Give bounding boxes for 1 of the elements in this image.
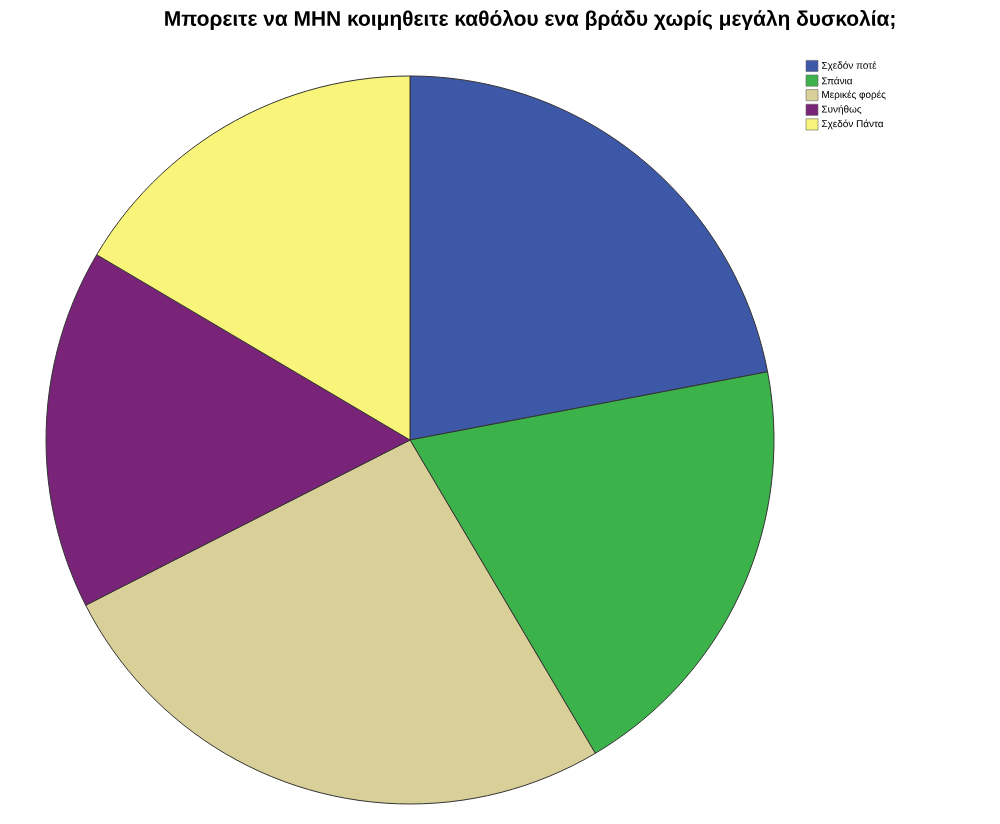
chart-title: Μπορειτε να ΜΗΝ κοιμηθειτε καθόλου ενα βράδυ χωρίς μεγάλη δυσκολία; <box>165 9 895 31</box>
